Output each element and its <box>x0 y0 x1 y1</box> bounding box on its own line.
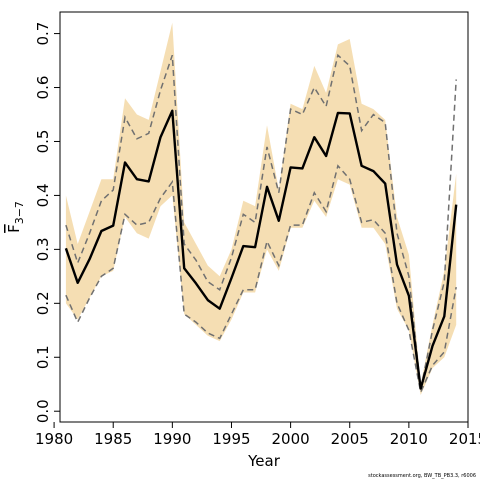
series-line-dashed-lower <box>65 164 457 395</box>
y-axis-title-subscript: 3−7 <box>13 201 26 224</box>
series-line-dashed-upper <box>65 53 457 390</box>
y-axis-title: F3−7 <box>5 201 26 233</box>
y-axis-title-main: F <box>5 224 23 233</box>
series-lines <box>64 53 458 395</box>
x-tick-label: 2010 <box>390 430 428 448</box>
x-tick-label: 1985 <box>94 430 132 448</box>
y-tick-label: 0.7 <box>34 22 52 46</box>
confidence-band-area <box>65 22 457 396</box>
x-tick-label: 1995 <box>212 430 250 448</box>
confidence-band <box>65 22 457 396</box>
y-tick-label: 0.3 <box>34 237 52 261</box>
y-tick-label: 0.0 <box>34 399 52 423</box>
y-axis: 0.0 0.1 0.2 0.3 0.4 0.5 0.6 0.7 <box>34 22 60 423</box>
y-tick-label: 0.5 <box>34 130 52 154</box>
x-axis: 1980 1985 1990 1995 2000 2005 2010 2015 <box>35 422 480 448</box>
x-tick-label: 2000 <box>272 430 310 448</box>
y-tick-label: 0.1 <box>34 345 52 369</box>
x-axis-title: Year <box>247 452 281 470</box>
y-tick-label: 0.2 <box>34 291 52 315</box>
plot-frame <box>59 11 469 423</box>
series-line-estimate <box>64 109 458 390</box>
svg-text:F3−7: F3−7 <box>5 201 26 233</box>
x-tick-label: 2015 <box>449 430 480 448</box>
x-tick-label: 2005 <box>331 430 369 448</box>
y-tick-label: 0.4 <box>34 183 52 207</box>
x-tick-label: 1990 <box>153 430 191 448</box>
credit-text: stockassessment.org, BW_TB_PB3.3, r6006 <box>368 473 476 479</box>
y-tick-label: 0.6 <box>34 76 52 100</box>
x-tick-label: 1980 <box>35 430 73 448</box>
